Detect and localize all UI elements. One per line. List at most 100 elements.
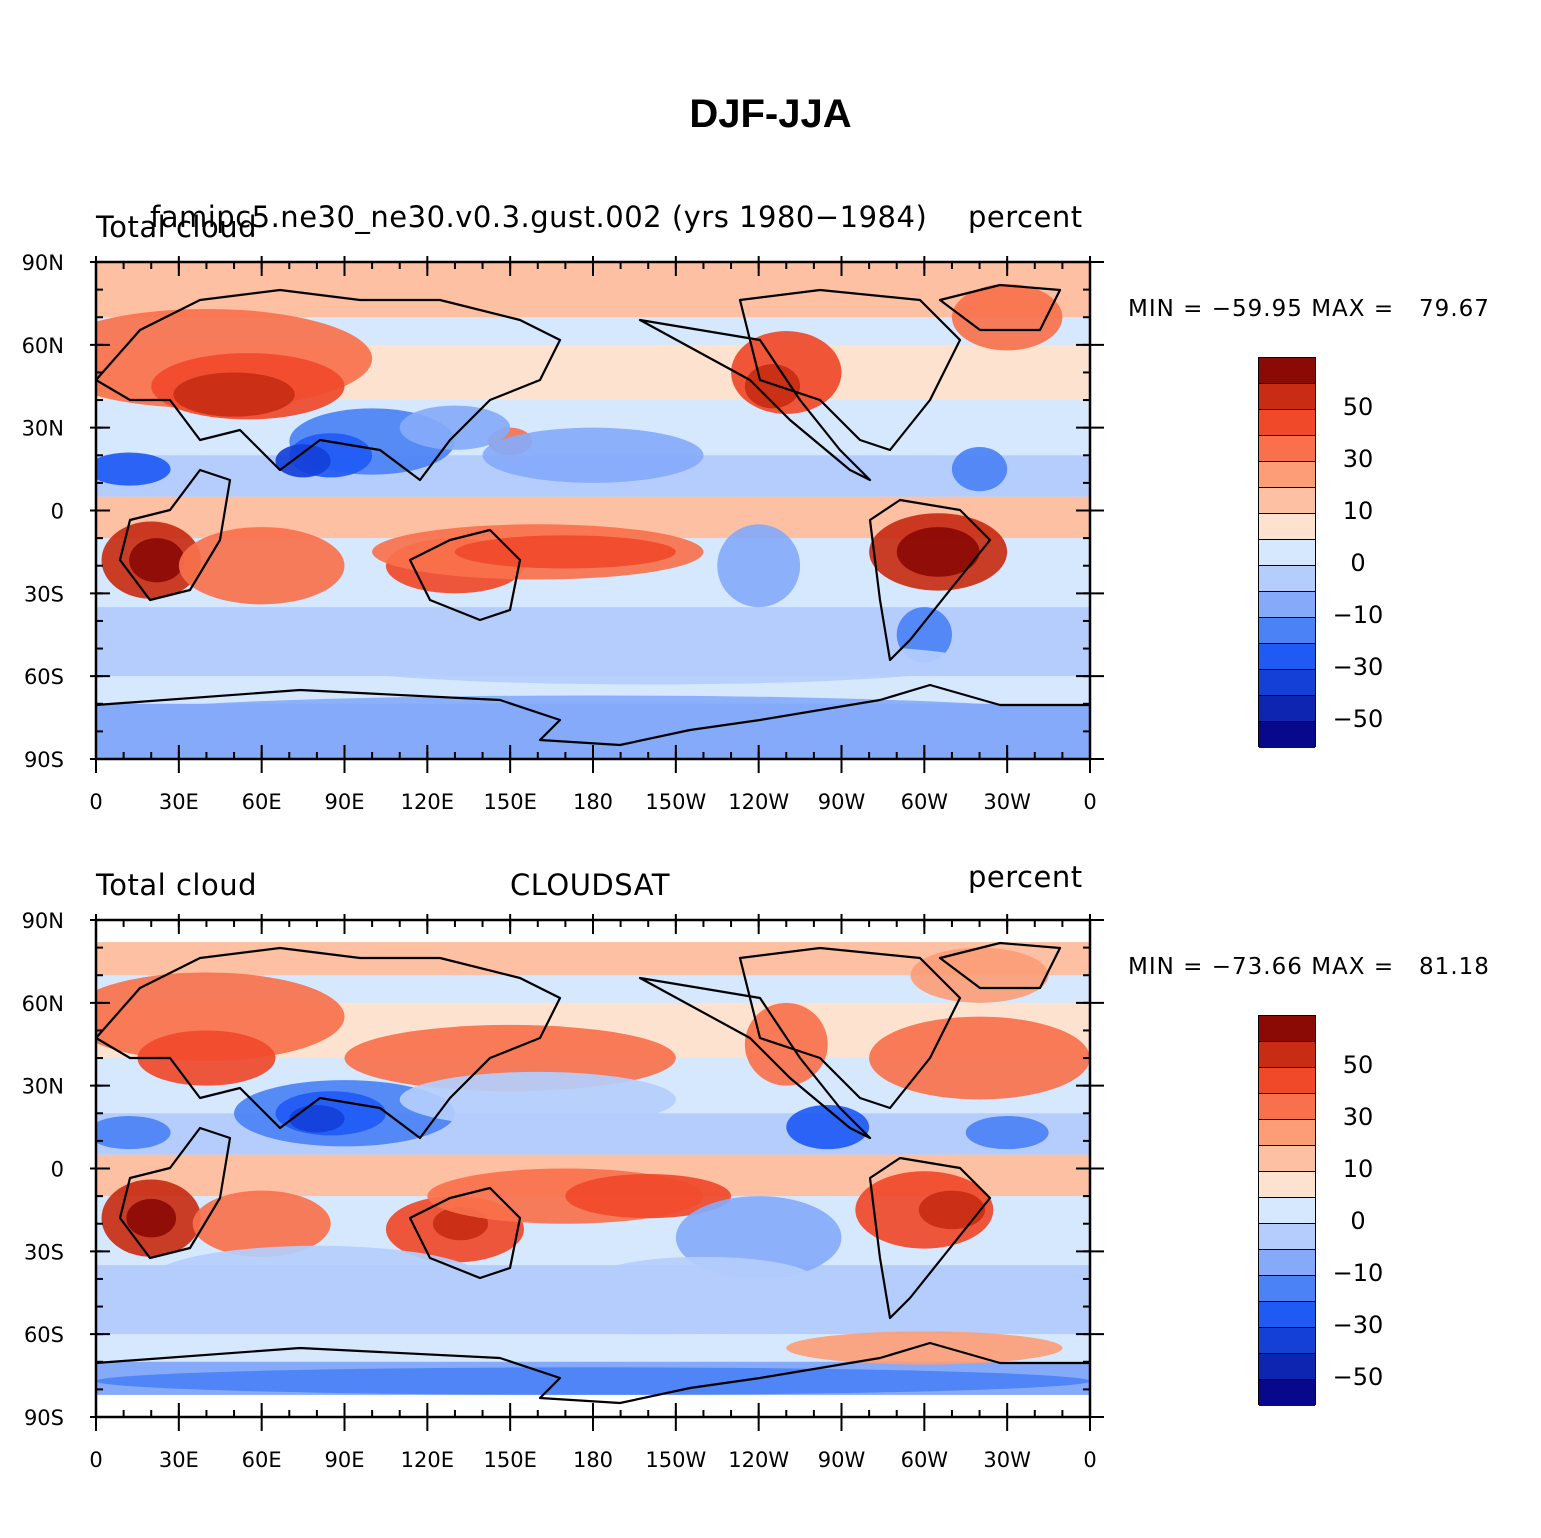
panel-center-label: famipc5.ne30_ne30.v0.3.gust.002 (yrs 198… — [150, 200, 928, 234]
map-panel-cloudsat: Total cloud CLOUDSAT percent MIN = −73.6… — [0, 658, 1541, 1472]
axis-ticks — [90, 914, 1104, 1431]
colorbar-swatch — [1259, 1068, 1315, 1094]
lat-tick-label: 90S — [24, 1406, 64, 1430]
coastlines — [94, 283, 1090, 747]
lon-tick-label: 60E — [242, 1448, 282, 1472]
colorbar-label: 10 — [1342, 1155, 1374, 1183]
lon-tick-label: 0 — [1083, 790, 1096, 814]
lon-tick-label: 120W — [728, 790, 789, 814]
colorbar-swatch — [1259, 1302, 1315, 1328]
contour-map: 90N 60N 30N 0 30S 60S 90S 0 30E 60E 90E 120E 150E 180… — [22, 909, 1104, 1472]
colorbar-label: −50 — [1332, 1363, 1384, 1391]
min-max-readout: MIN = −73.66 MAX = 81.18 — [1128, 954, 1490, 980]
lat-tick-label: 0 — [51, 500, 64, 524]
colorbar-label: 30 — [1342, 1103, 1374, 1131]
colorbar-swatch — [1259, 514, 1315, 540]
colorbar-swatch — [1259, 1328, 1315, 1354]
colorbar-swatch — [1259, 540, 1315, 566]
lon-tick-label: 150E — [483, 1448, 536, 1472]
contour-fill — [96, 920, 1090, 1417]
max-value: 79.67 — [1419, 296, 1490, 322]
colorbar-swatch — [1259, 1380, 1315, 1406]
lat-tick-label: 60N — [22, 334, 64, 358]
panel-right-label: percent — [968, 860, 1083, 894]
colorbar-swatch — [1259, 436, 1315, 462]
colorbar-label: 30 — [1342, 445, 1374, 473]
colorbar-label: −10 — [1332, 601, 1384, 629]
lon-tick-label: 30W — [983, 790, 1031, 814]
map-panel-model: Total cloud famipc5.ne30_ne30.v0.3.gust.… — [0, 0, 1541, 814]
lon-tick-label: 90E — [325, 790, 365, 814]
lon-tick-label: 120E — [401, 790, 454, 814]
lat-tick-label: 0 — [51, 1158, 64, 1182]
colorbar-label: −30 — [1332, 1311, 1384, 1339]
max-label: MAX — [1311, 296, 1366, 322]
lat-tick-label: 60S — [24, 1323, 64, 1347]
colorbar-swatch — [1259, 618, 1315, 644]
min-label: MIN — [1128, 296, 1175, 322]
colorbar-swatch — [1259, 1120, 1315, 1146]
colorbar-swatch — [1259, 1094, 1315, 1120]
figure-title: DJF-JJA — [689, 92, 852, 136]
colorbar-swatch — [1259, 566, 1315, 592]
colorbar-swatch — [1259, 384, 1315, 410]
lon-tick-label: 180 — [573, 790, 613, 814]
lon-tick-label: 30E — [159, 790, 199, 814]
colorbar-swatch — [1259, 696, 1315, 722]
colorbar — [1258, 1015, 1316, 1406]
colorbar-swatch — [1259, 1198, 1315, 1224]
panel-center-label: CLOUDSAT — [510, 868, 671, 902]
colorbar-swatch — [1259, 644, 1315, 670]
max-value: 81.18 — [1419, 954, 1490, 980]
colorbar-label: 10 — [1342, 497, 1374, 525]
colorbar-label: −10 — [1332, 1259, 1384, 1287]
colorbar-swatch — [1259, 1354, 1315, 1380]
colorbar-label: 0 — [1350, 1207, 1366, 1235]
lon-tick-label: 120E — [401, 1448, 454, 1472]
lon-tick-label: 90W — [818, 1448, 866, 1472]
panel-left-label: Total cloud — [96, 210, 257, 244]
coastlines — [94, 941, 1090, 1405]
colorbar-swatch — [1259, 722, 1315, 748]
lat-tick-label: 60N — [22, 992, 64, 1016]
lon-tick-label: 60W — [901, 790, 949, 814]
lon-tick-label: 0 — [89, 790, 102, 814]
lat-tick-label: 90N — [22, 909, 64, 933]
lon-tick-label: 30E — [159, 1448, 199, 1472]
min-value: −73.66 — [1211, 954, 1303, 980]
colorbar — [1258, 357, 1316, 748]
lon-tick-label: 60E — [242, 790, 282, 814]
lat-tick-label: 90N — [22, 251, 64, 275]
max-label: MAX — [1311, 954, 1366, 980]
contour-map: 90N 60N 30N 0 30S 60S 90S 0 30E 60E 90E 120E 150E 180… — [22, 251, 1104, 814]
min-label: MIN — [1128, 954, 1175, 980]
axis-ticks — [90, 256, 1104, 773]
lon-tick-label: 90E — [325, 1448, 365, 1472]
lon-tick-label: 180 — [573, 1448, 613, 1472]
lat-tick-label: 60S — [24, 665, 64, 689]
colorbar-swatch — [1259, 1276, 1315, 1302]
lat-tick-label: 30S — [24, 1240, 64, 1264]
colorbar-swatch — [1259, 1172, 1315, 1198]
lon-tick-label: 60W — [901, 1448, 949, 1472]
lon-tick-label: 0 — [1083, 1448, 1096, 1472]
colorbar-swatch — [1259, 1224, 1315, 1250]
lat-tick-label: 90S — [24, 748, 64, 772]
colorbar-label: 50 — [1342, 1051, 1374, 1079]
panel-left-label: Total cloud — [96, 868, 257, 902]
colorbar-label: 0 — [1350, 549, 1366, 577]
colorbar-swatch — [1259, 1016, 1315, 1042]
panel-right-label: percent — [968, 200, 1083, 234]
lat-tick-label: 30N — [22, 417, 64, 441]
lon-tick-label: 150E — [483, 790, 536, 814]
colorbar-swatch — [1259, 488, 1315, 514]
colorbar-swatch — [1259, 1042, 1315, 1068]
lat-tick-label: 30S — [24, 582, 64, 606]
lon-tick-label: 30W — [983, 1448, 1031, 1472]
colorbar-label: 50 — [1342, 393, 1374, 421]
lat-tick-label: 30N — [22, 1075, 64, 1099]
lon-tick-label: 150W — [645, 1448, 706, 1472]
colorbar-swatch — [1259, 1250, 1315, 1276]
colorbar-label: −30 — [1332, 653, 1384, 681]
colorbar-swatch — [1259, 670, 1315, 696]
